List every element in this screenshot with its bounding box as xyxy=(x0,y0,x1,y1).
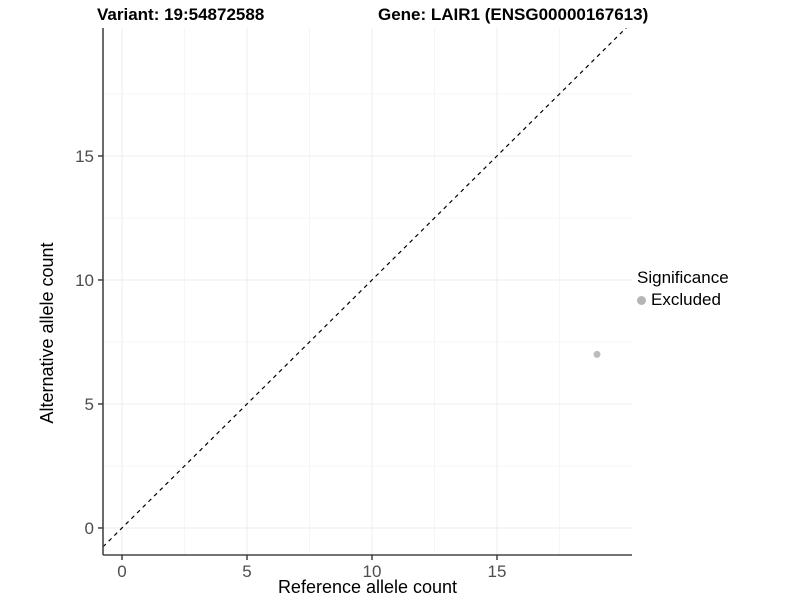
y-tick-label: 10 xyxy=(75,271,94,290)
x-tick-label: 5 xyxy=(242,562,251,581)
plot-panel xyxy=(103,28,632,555)
y-tick-label: 5 xyxy=(85,395,94,414)
y-tick-label: 0 xyxy=(85,519,94,538)
legend-title: Significance xyxy=(637,268,729,287)
legend-item-label: Excluded xyxy=(651,290,721,309)
y-axis-title: Alternative allele count xyxy=(37,242,57,424)
identity-reference-line xyxy=(103,28,627,548)
plot-title: Variant: 19:54872588 Gene: LAIR1 (ENSG00… xyxy=(0,5,800,27)
x-tick-label: 15 xyxy=(488,562,507,581)
x-tick-label: 10 xyxy=(363,562,382,581)
legend: Significance Excluded xyxy=(637,268,729,310)
legend-point-icon xyxy=(637,295,646,305)
x-tick-label: 0 xyxy=(117,562,126,581)
legend-item-excluded: Excluded xyxy=(637,290,729,310)
x-axis-title: Reference allele count xyxy=(277,577,458,597)
y-tick-label: 15 xyxy=(75,147,94,166)
title-variant: Variant: 19:54872588 xyxy=(97,5,265,24)
data-point xyxy=(593,350,601,358)
title-gene: Gene: LAIR1 (ENSG00000167613) xyxy=(378,5,649,24)
